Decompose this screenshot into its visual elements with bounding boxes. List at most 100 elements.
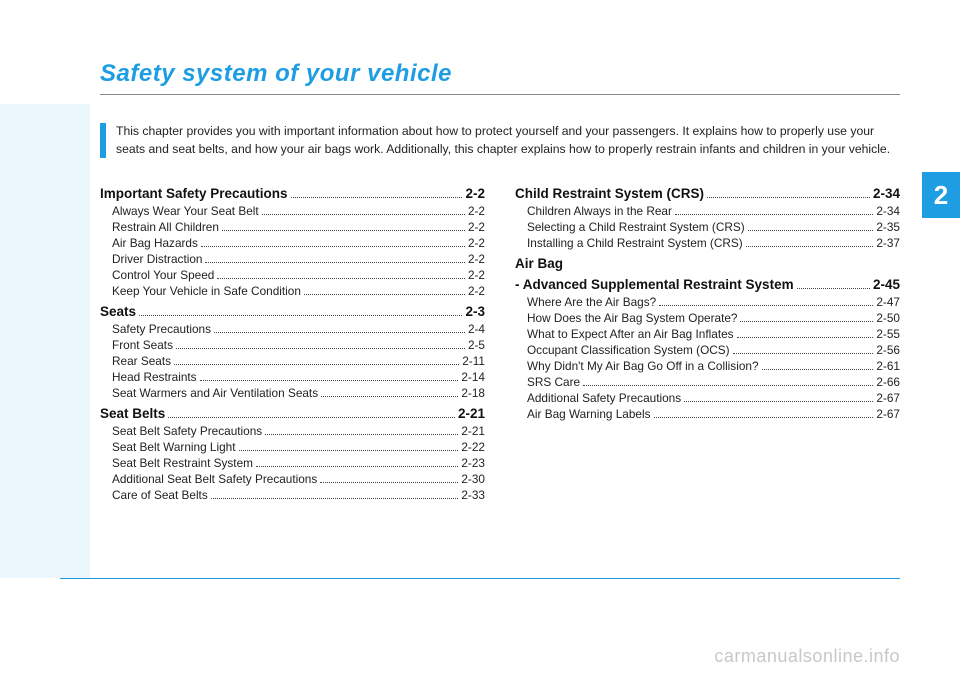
toc-leader-dots xyxy=(797,288,870,289)
toc-page-number: 2-50 xyxy=(876,311,900,325)
toc-sub-row: Control Your Speed 2-2 xyxy=(100,268,485,282)
toc-label: Driver Distraction xyxy=(112,252,202,266)
toc-leader-dots xyxy=(256,466,458,467)
toc-sub-row: Seat Belt Warning Light 2-22 xyxy=(100,440,485,454)
toc-sub-row: Seat Belt Safety Precautions 2-21 xyxy=(100,424,485,438)
toc-page-number: 2-55 xyxy=(876,327,900,341)
toc-sub-row: Air Bag Warning Labels 2-67 xyxy=(515,407,900,421)
toc-label: Keep Your Vehicle in Safe Condition xyxy=(112,284,301,298)
toc-sub-row: Installing a Child Restraint System (CRS… xyxy=(515,236,900,250)
toc-label: Selecting a Child Restraint System (CRS) xyxy=(527,220,745,234)
toc-sub-row: What to Expect After an Air Bag Inflates… xyxy=(515,327,900,341)
toc-leader-dots xyxy=(762,369,874,370)
toc-sub-row: Restrain All Children 2-2 xyxy=(100,220,485,234)
toc-label: Important Safety Precautions xyxy=(100,186,288,201)
toc-label: Children Always in the Rear xyxy=(527,204,672,218)
toc-sub-row: SRS Care2-66 xyxy=(515,375,900,389)
toc-page-number: 2-2 xyxy=(468,284,485,298)
toc-page-number: 2-67 xyxy=(876,407,900,421)
toc-sub-row: Additional Seat Belt Safety Precautions2… xyxy=(100,472,485,486)
toc-sub-row: Front Seats 2-5 xyxy=(100,338,485,352)
toc-section-row: - Advanced Supplemental Restraint System… xyxy=(515,277,900,292)
toc-label: Seat Belt Safety Precautions xyxy=(112,424,262,438)
toc-leader-dots xyxy=(684,401,873,402)
toc-right-column: Child Restraint System (CRS)2-34Children… xyxy=(515,186,900,504)
toc-page-number: 2-61 xyxy=(876,359,900,373)
toc-sub-row: Safety Precautions2-4 xyxy=(100,322,485,336)
toc-label: Head Restraints xyxy=(112,370,197,384)
toc-leader-dots xyxy=(239,450,459,451)
toc-sub-row: Always Wear Your Seat Belt 2-2 xyxy=(100,204,485,218)
intro-block: This chapter provides you with important… xyxy=(100,123,900,158)
toc-page-number: 2-22 xyxy=(461,440,485,454)
toc-page-number: 2-5 xyxy=(468,338,485,352)
toc-label: Control Your Speed xyxy=(112,268,214,282)
toc-leader-dots xyxy=(291,197,463,198)
toc-page-number: 2-21 xyxy=(461,424,485,438)
toc-leader-dots xyxy=(304,294,465,295)
title-divider xyxy=(100,94,900,95)
toc-leader-dots xyxy=(139,315,462,316)
toc-label: SRS Care xyxy=(527,375,580,389)
page-title: Safety system of your vehicle xyxy=(100,60,900,88)
toc-page-number: 2-47 xyxy=(876,295,900,309)
toc-page-number: 2-35 xyxy=(876,220,900,234)
toc-left-column: Important Safety Precautions2-2Always We… xyxy=(100,186,485,504)
toc-sub-row: Children Always in the Rear 2-34 xyxy=(515,204,900,218)
toc-page-number: 2-34 xyxy=(876,204,900,218)
toc-sub-row: Head Restraints2-14 xyxy=(100,370,485,384)
toc-leader-dots xyxy=(740,321,873,322)
toc-leader-dots xyxy=(737,337,874,338)
toc-leader-dots xyxy=(217,278,465,279)
toc-label: Seat Belt Restraint System xyxy=(112,456,253,470)
toc-label: Always Wear Your Seat Belt xyxy=(112,204,259,218)
toc-leader-dots xyxy=(746,246,874,247)
toc-label: Care of Seat Belts xyxy=(112,488,208,502)
toc-label: - Advanced Supplemental Restraint System xyxy=(515,277,794,292)
toc-label: Seat Belt Warning Light xyxy=(112,440,236,454)
toc-label: Where Are the Air Bags? xyxy=(527,295,656,309)
toc-sub-row: Where Are the Air Bags? 2-47 xyxy=(515,295,900,309)
toc-page-number: 2-2 xyxy=(468,204,485,218)
page-container: Safety system of your vehicle This chapt… xyxy=(0,0,960,689)
toc-sub-row: Air Bag Hazards2-2 xyxy=(100,236,485,250)
toc-page-number: 2-33 xyxy=(461,488,485,502)
toc-sub-row: Occupant Classification System (OCS) 2-56 xyxy=(515,343,900,357)
watermark-text: carmanualsonline.info xyxy=(714,646,900,667)
toc-label: Air Bag Warning Labels xyxy=(527,407,651,421)
toc-label: How Does the Air Bag System Operate? xyxy=(527,311,737,325)
toc-page-number: 2-2 xyxy=(468,220,485,234)
toc-sub-row: Seat Belt Restraint System 2-23 xyxy=(100,456,485,470)
toc-page-number: 2-2 xyxy=(468,252,485,266)
toc-sub-row: Seat Warmers and Air Ventilation Seats2-… xyxy=(100,386,485,400)
toc-leader-dots xyxy=(748,230,874,231)
toc-sub-row: Keep Your Vehicle in Safe Condition 2-2 xyxy=(100,284,485,298)
chapter-tab: 2 xyxy=(922,172,960,218)
toc-page-number: 2-18 xyxy=(461,386,485,400)
toc-label: Air Bag Hazards xyxy=(112,236,198,250)
toc-page-number: 2-56 xyxy=(876,343,900,357)
toc-leader-dots xyxy=(168,417,455,418)
toc-leader-dots xyxy=(211,498,459,499)
toc-leader-dots xyxy=(733,353,874,354)
toc-label: Seat Belts xyxy=(100,406,165,421)
toc-label: Child Restraint System (CRS) xyxy=(515,186,704,201)
toc-page-number: 2-23 xyxy=(461,456,485,470)
toc-leader-dots xyxy=(200,380,459,381)
toc-leader-dots xyxy=(654,417,874,418)
toc-section-row: Child Restraint System (CRS) 2-34 xyxy=(515,186,900,201)
toc-label: Restrain All Children xyxy=(112,220,219,234)
toc-label: Additional Safety Precautions xyxy=(527,391,681,405)
intro-accent-bar xyxy=(100,123,106,158)
toc-page-number: 2-2 xyxy=(468,268,485,282)
toc-label: Occupant Classification System (OCS) xyxy=(527,343,730,357)
toc-page-number: 2-34 xyxy=(873,186,900,201)
intro-text: This chapter provides you with important… xyxy=(116,123,900,158)
toc-sub-row: Additional Safety Precautions2-67 xyxy=(515,391,900,405)
toc-sub-row: Driver Distraction 2-2 xyxy=(100,252,485,266)
toc-page-number: 2-11 xyxy=(462,354,485,368)
toc-leader-dots xyxy=(201,246,465,247)
toc-label: Front Seats xyxy=(112,338,173,352)
toc-label: Seats xyxy=(100,304,136,319)
toc-leader-dots xyxy=(320,482,458,483)
